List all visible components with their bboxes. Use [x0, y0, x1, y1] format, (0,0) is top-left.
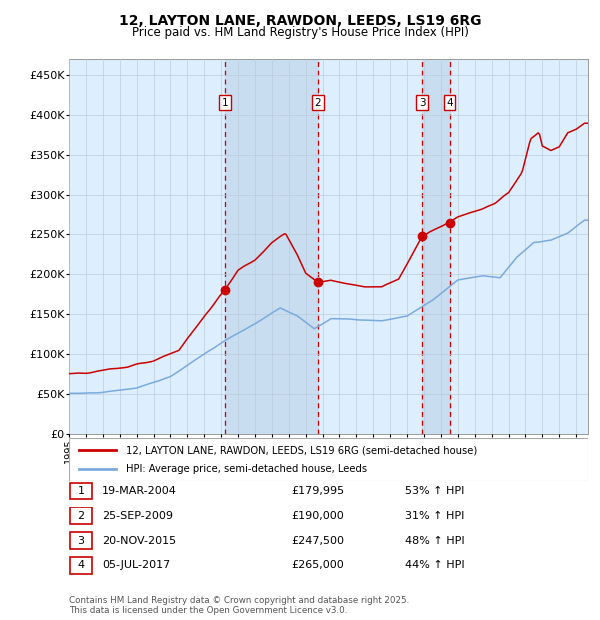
Bar	[422, 59, 449, 434]
Bar	[225, 59, 318, 434]
Text: £179,995: £179,995	[291, 486, 344, 496]
Text: 12, LAYTON LANE, RAWDON, LEEDS, LS19 6RG: 12, LAYTON LANE, RAWDON, LEEDS, LS19 6RG	[119, 14, 481, 28]
Text: 2: 2	[315, 98, 322, 108]
Text: 3: 3	[77, 536, 85, 546]
Text: HPI: Average price, semi-detached house, Leeds: HPI: Average price, semi-detached house,…	[126, 464, 367, 474]
Text: 31% ↑ HPI: 31% ↑ HPI	[405, 511, 464, 521]
Text: 20-NOV-2015: 20-NOV-2015	[102, 536, 176, 546]
Text: 2: 2	[77, 511, 85, 521]
Text: 1: 1	[77, 486, 85, 496]
Text: £265,000: £265,000	[291, 560, 344, 570]
Text: 48% ↑ HPI: 48% ↑ HPI	[405, 536, 464, 546]
Text: Contains HM Land Registry data © Crown copyright and database right 2025.
This d: Contains HM Land Registry data © Crown c…	[69, 596, 409, 615]
Text: 05-JUL-2017: 05-JUL-2017	[102, 560, 170, 570]
Text: 53% ↑ HPI: 53% ↑ HPI	[405, 486, 464, 496]
Text: 25-SEP-2009: 25-SEP-2009	[102, 511, 173, 521]
Text: £190,000: £190,000	[291, 511, 344, 521]
Text: 4: 4	[77, 560, 85, 570]
Text: 4: 4	[446, 98, 453, 108]
Text: Price paid vs. HM Land Registry's House Price Index (HPI): Price paid vs. HM Land Registry's House …	[131, 26, 469, 39]
Text: 3: 3	[419, 98, 425, 108]
Text: £247,500: £247,500	[291, 536, 344, 546]
Text: 1: 1	[221, 98, 228, 108]
Text: 44% ↑ HPI: 44% ↑ HPI	[405, 560, 464, 570]
Text: 19-MAR-2004: 19-MAR-2004	[102, 486, 177, 496]
Text: 12, LAYTON LANE, RAWDON, LEEDS, LS19 6RG (semi-detached house): 12, LAYTON LANE, RAWDON, LEEDS, LS19 6RG…	[126, 445, 478, 455]
